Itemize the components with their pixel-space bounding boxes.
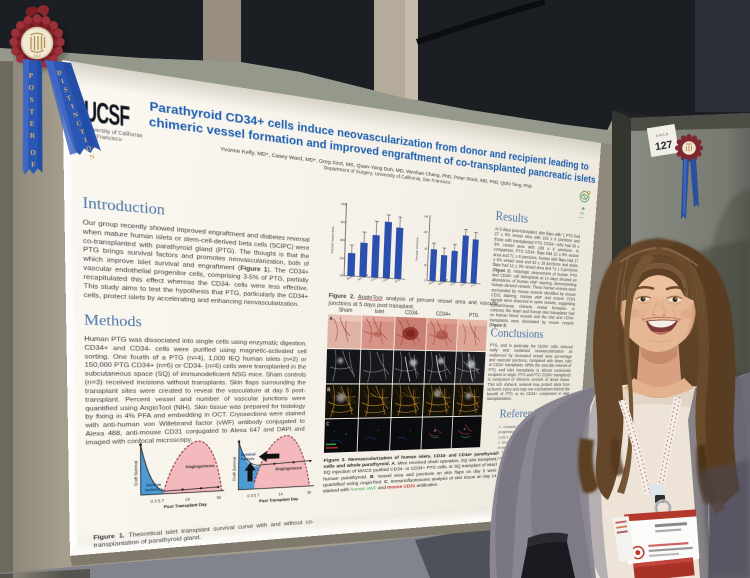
svg-text:Post Transplant Day: Post Transplant Day xyxy=(259,497,299,504)
svg-text:B: B xyxy=(327,387,331,392)
svg-text:0 3 5 7: 0 3 5 7 xyxy=(151,499,164,504)
svg-text:Graft Survival: Graft Survival xyxy=(134,461,139,487)
svg-text:14: 14 xyxy=(278,492,282,497)
svg-text:CD34-: CD34- xyxy=(450,281,458,287)
svg-text:Ischemia: Ischemia xyxy=(145,487,163,493)
svg-text:Survival: Survival xyxy=(241,452,256,457)
svg-text:CD34-: CD34- xyxy=(370,276,378,282)
svg-text:Graft Survival: Graft Survival xyxy=(232,457,237,481)
svg-text:Angiogenesis: Angiogenesis xyxy=(185,464,214,470)
svg-text:0 3 5 7: 0 3 5 7 xyxy=(247,494,259,499)
svg-text:Survive: Survive xyxy=(146,483,161,489)
svg-text:0: 0 xyxy=(424,279,425,282)
svg-text:20: 20 xyxy=(424,264,427,267)
svg-text:Percent Vessel Area: Percent Vessel Area xyxy=(330,226,335,254)
svg-text:127: 127 xyxy=(654,139,673,154)
svg-text:PTG: PTG xyxy=(395,278,401,283)
svg-text:Vascular Junctions: Vascular Junctions xyxy=(414,237,418,261)
svg-text:Sham: Sham xyxy=(428,280,435,286)
svg-text:100: 100 xyxy=(423,231,427,234)
svg-text:30%: 30% xyxy=(340,221,346,225)
svg-text:Sham: Sham xyxy=(346,275,353,281)
svg-text:Islet alone: Islet alone xyxy=(438,278,449,286)
svg-text:Factors: Factors xyxy=(241,457,255,462)
svg-text:Post Transplant Day: Post Transplant Day xyxy=(164,503,208,510)
svg-text:CD34+: CD34+ xyxy=(382,277,390,283)
svg-text:A.R.C.S: A.R.C.S xyxy=(656,132,669,138)
svg-text:life: life xyxy=(580,211,584,215)
svg-text:14: 14 xyxy=(185,498,190,503)
svg-text:60: 60 xyxy=(425,247,428,250)
svg-text:PTG: PTG xyxy=(471,283,476,288)
svg-text:0%: 0% xyxy=(340,274,345,277)
svg-text:sciences: sciences xyxy=(578,216,584,219)
svg-text:Islet alone: Islet alone xyxy=(357,273,369,281)
svg-text:140: 140 xyxy=(424,215,428,218)
svg-text:CD34+: CD34+ xyxy=(460,281,468,287)
svg-text:Angiogenesis: Angiogenesis xyxy=(275,466,302,472)
svg-text:30: 30 xyxy=(216,496,221,501)
svg-text:30: 30 xyxy=(307,491,311,496)
svg-text:C: C xyxy=(326,422,330,427)
svg-text:10%: 10% xyxy=(339,257,345,260)
svg-text:20%: 20% xyxy=(340,239,346,242)
svg-text:A: A xyxy=(329,316,333,322)
svg-text:40%: 40% xyxy=(341,203,347,207)
